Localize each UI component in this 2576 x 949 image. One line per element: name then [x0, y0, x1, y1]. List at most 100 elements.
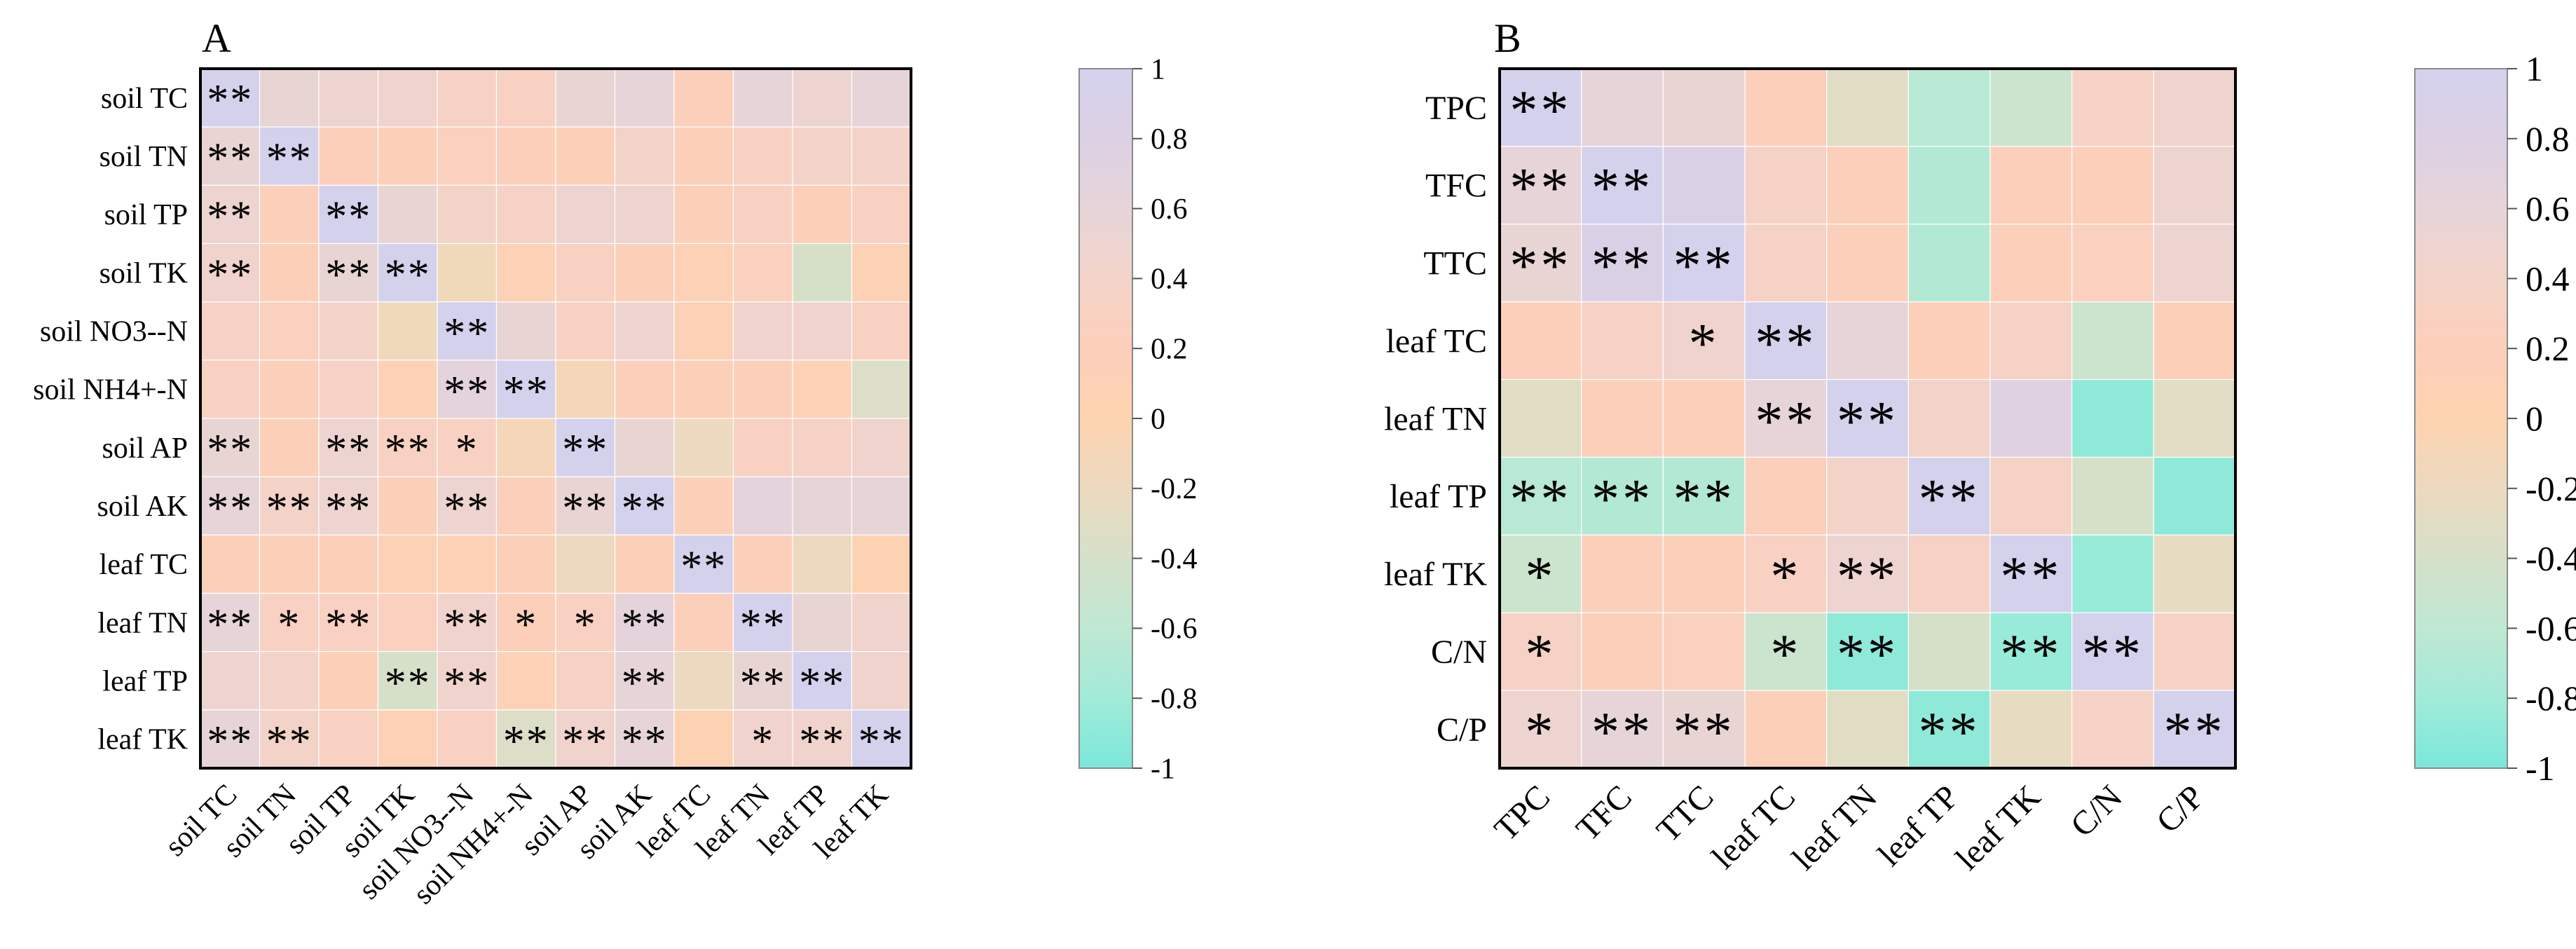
- significance-mark: **: [207, 601, 253, 649]
- cell-leaf-tc-leaf-tk: [1990, 302, 2072, 380]
- significance-mark: **: [503, 718, 549, 765]
- cell-leaf-tk-leaf-tp: [1908, 535, 1990, 613]
- cell-leaf-tn-c-p: [2153, 380, 2235, 458]
- row-label-leaf-tk: leaf TK: [97, 724, 188, 756]
- cell-tfc-ttc: [1663, 146, 1745, 224]
- significance-mark: **: [325, 193, 371, 240]
- cell-tpc-leaf-tc: [1745, 69, 1827, 146]
- significance-mark: *: [1689, 313, 1720, 375]
- panel-a-row-labels: soil TCsoil TNsoil TPsoil TKsoil NO3--Ns…: [33, 83, 188, 756]
- row-label-soil-tp: soil TP: [104, 199, 188, 231]
- column-label-ttc: TTC: [1650, 778, 1721, 849]
- significance-mark: **: [325, 484, 371, 532]
- cell-leaf-tc-soil-tk: [378, 535, 438, 593]
- row-label-soil-tc: soil TC: [101, 83, 188, 115]
- cell-soil-ap-leaf-tk: [852, 418, 912, 477]
- significance-mark: **: [562, 718, 608, 765]
- cell-leaf-tn-leaf-tp: [1908, 380, 1990, 458]
- cell-soil-tn-soil-no3-n: [437, 127, 497, 185]
- cell-leaf-tc-tpc: [1500, 302, 1582, 380]
- cell-leaf-tp-soil-tn: [260, 652, 320, 710]
- panel-a: A **** **** **** ** ****** **** ** ** * **** ** ** *…: [33, 15, 1197, 910]
- cell-soil-nh4-n-leaf-tp: [793, 360, 852, 418]
- row-label-ttc: TTC: [1423, 245, 1487, 282]
- cell-soil-no3-n-soil-nh4-n: [497, 302, 556, 360]
- significance-mark: **: [1673, 468, 1735, 530]
- cell-leaf-tn-leaf-tp: [793, 594, 852, 652]
- cell-soil-ap-soil-tn: [260, 418, 320, 477]
- row-label-soil-ap: soil AP: [102, 432, 188, 465]
- significance-mark: **: [207, 135, 253, 182]
- significance-mark: *: [751, 718, 774, 765]
- cell-soil-tn-soil-tk: [378, 127, 438, 185]
- significance-mark: **: [799, 660, 845, 707]
- cell-soil-tc-leaf-tk: [852, 69, 912, 127]
- cell-soil-nh4-n-soil-ak: [615, 360, 675, 418]
- correlation-heatmap-figure: A **** **** **** ** ****** **** ** ** * **** ** ** *…: [0, 0, 2576, 949]
- cell-soil-tn-soil-ak: [615, 127, 675, 185]
- significance-mark: **: [622, 601, 668, 649]
- cell-leaf-tc-c-p: [2153, 302, 2235, 380]
- cell-leaf-tn-tfc: [1582, 380, 1664, 458]
- cell-soil-nh4-n-soil-tn: [260, 360, 320, 418]
- significance-mark: **: [1591, 702, 1653, 763]
- cell-tfc-leaf-tk: [1990, 146, 2072, 224]
- significance-mark: **: [2000, 546, 2062, 608]
- cell-soil-tp-soil-ap: [556, 185, 615, 243]
- cell-tfc-leaf-tp: [1908, 146, 1990, 224]
- cell-leaf-tc-soil-ap: [556, 535, 615, 593]
- cell-soil-tp-soil-no3-n: [437, 185, 497, 243]
- cell-leaf-tc-soil-tn: [260, 535, 320, 593]
- cell-tpc-leaf-tp: [1908, 69, 1990, 146]
- cell-soil-tn-soil-nh4-n: [497, 127, 556, 185]
- cell-leaf-tc-leaf-tn: [734, 535, 793, 593]
- cell-c-n-c-p: [2153, 613, 2235, 690]
- cell-leaf-tn-ttc: [1663, 380, 1745, 458]
- cell-c-p-c-n: [2072, 690, 2154, 768]
- cell-leaf-tc-soil-tc: [200, 535, 260, 593]
- cell-soil-no3-n-soil-ap: [556, 302, 615, 360]
- cell-soil-tn-leaf-tc: [674, 127, 734, 185]
- significance-mark: **: [385, 426, 431, 474]
- cell-soil-tn-leaf-tk: [852, 127, 912, 185]
- cell-leaf-tn-tpc: [1500, 380, 1582, 458]
- cell-tpc-tfc: [1582, 69, 1664, 146]
- cell-tfc-c-p: [2153, 146, 2235, 224]
- cell-tfc-c-n: [2072, 146, 2154, 224]
- cell-soil-tc-soil-no3-n: [437, 69, 497, 127]
- colorbar-tick-label: 0.8: [1151, 123, 1188, 156]
- panel-label-b: B: [1494, 15, 1521, 61]
- cell-soil-nh4-n-soil-tc: [200, 360, 260, 418]
- significance-mark: **: [858, 718, 905, 765]
- cell-soil-tn-leaf-tn: [734, 127, 793, 185]
- cell-leaf-tp-c-n: [2072, 457, 2154, 535]
- cell-soil-ap-leaf-tp: [793, 418, 852, 477]
- cell-soil-no3-n-soil-tk: [378, 302, 438, 360]
- row-label-leaf-tc: leaf TC: [1386, 322, 1487, 360]
- cell-soil-tp-soil-ak: [615, 185, 675, 243]
- significance-mark: **: [385, 252, 431, 299]
- cell-ttc-leaf-tk: [1990, 224, 2072, 302]
- cell-leaf-tp-leaf-tc: [1745, 457, 1827, 535]
- row-label-leaf-tp: leaf TP: [102, 666, 188, 698]
- cell-soil-tc-soil-tp: [319, 69, 378, 127]
- cell-tfc-leaf-tn: [1827, 146, 1909, 224]
- significance-mark: **: [2164, 702, 2226, 763]
- column-label-leaf-tn: leaf TN: [1785, 778, 1884, 877]
- row-label-leaf-tk: leaf TK: [1384, 556, 1487, 593]
- significance-mark: *: [574, 601, 597, 649]
- cell-soil-tc-leaf-tc: [674, 69, 734, 127]
- significance-mark: *: [1525, 546, 1556, 608]
- cell-soil-nh4-n-soil-tp: [319, 360, 378, 418]
- cell-c-p-leaf-tn: [1827, 690, 1909, 768]
- significance-mark: **: [266, 135, 313, 182]
- cell-leaf-tc-leaf-tp: [1908, 302, 1990, 380]
- significance-mark: **: [1673, 702, 1735, 763]
- significance-mark: **: [1509, 468, 1571, 530]
- column-label-tfc: TFC: [1569, 778, 1639, 848]
- significance-mark: **: [444, 368, 490, 416]
- cell-leaf-tn-leaf-tk: [852, 594, 912, 652]
- cell-leaf-tk-soil-tp: [319, 710, 378, 768]
- colorbar-tick-label: 0.6: [1151, 193, 1188, 226]
- cell-ttc-leaf-tc: [1745, 224, 1827, 302]
